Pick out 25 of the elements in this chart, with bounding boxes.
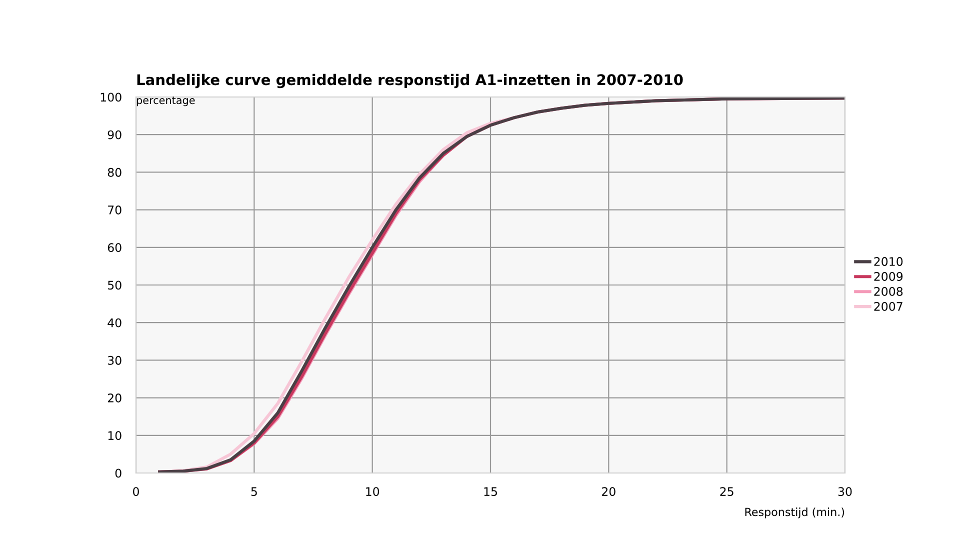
x-tick-label: 5 (251, 487, 257, 496)
legend-label: 2010 (874, 257, 903, 266)
legend-label: 2007 (874, 302, 902, 311)
legend-label: 2009 (874, 272, 903, 281)
y-tick-label: 20 (108, 394, 122, 402)
chart-title: Landelijke curve gemiddelde responstijd A1-inzetten in 2007-2010 (137, 74, 683, 88)
y-axis-title: percentage (136, 96, 195, 106)
y-tick-label: 60 (108, 243, 122, 252)
x-tick-label: 15 (484, 487, 497, 496)
x-tick-label: 10 (366, 487, 380, 496)
x-axis-title: Responstijd (min.) (745, 508, 844, 518)
y-tick-label: 90 (108, 130, 122, 140)
y-tick-label: 100 (100, 92, 122, 102)
y-tick-label: 30 (108, 356, 122, 365)
y-tick-label: 10 (108, 431, 122, 440)
x-tick-label: 0 (133, 487, 139, 496)
x-tick-label: 25 (720, 487, 734, 496)
legend-label: 2008 (874, 286, 903, 296)
x-tick-label: 30 (838, 487, 852, 496)
y-tick-label: 70 (108, 206, 122, 214)
x-tick-label: 20 (602, 487, 616, 496)
y-tick-label: 50 (108, 280, 122, 290)
y-tick-label: 0 (115, 468, 122, 478)
y-tick-label: 80 (108, 168, 122, 177)
y-tick-label: 40 (108, 318, 122, 328)
